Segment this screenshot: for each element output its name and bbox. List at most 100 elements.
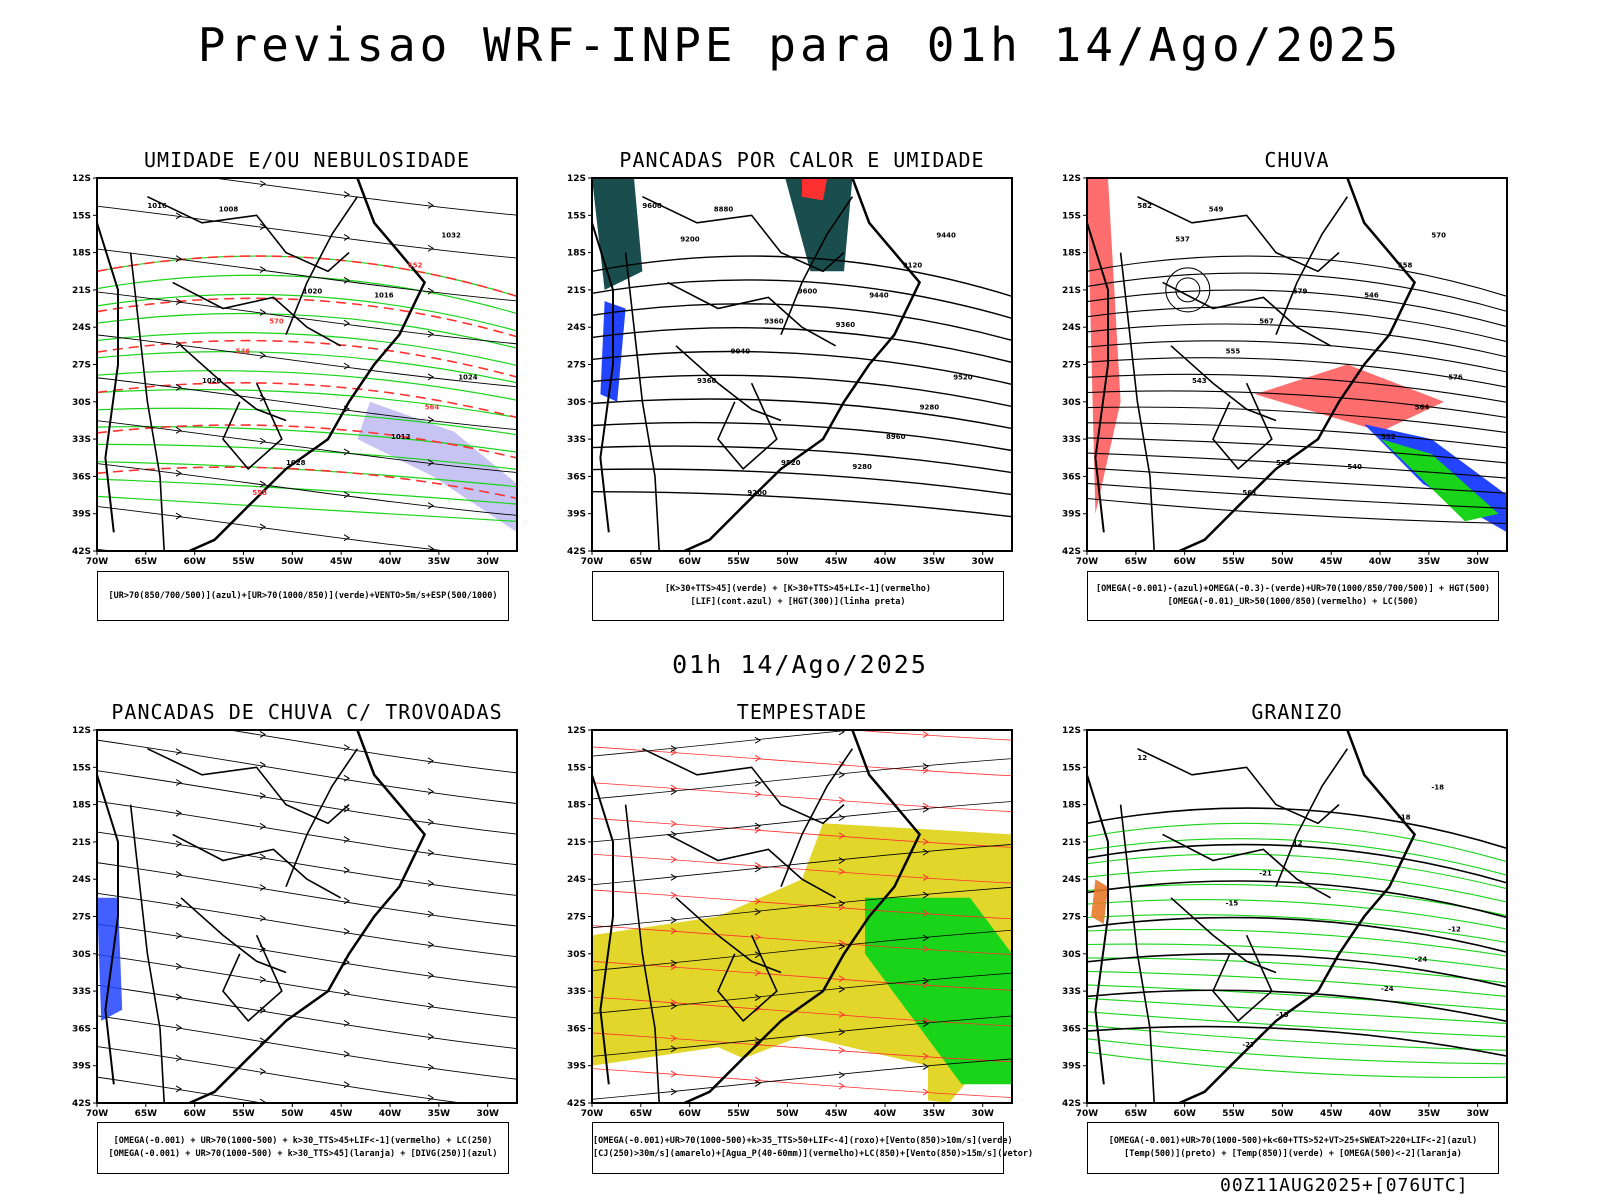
contour-label: 1028 [286,459,306,467]
lat-tick-label: 21S [567,286,586,296]
lat-tick-label: 12S [567,726,586,736]
contour-label: -21 [1259,869,1272,877]
contour-label: 558 [252,489,267,497]
contour-label: 537 [1175,235,1190,243]
lon-tick-label: 60W [183,557,206,567]
lat-tick-label: 36S [567,1024,586,1034]
contour-label: 9200 [680,235,700,243]
contour-label: 9360 [697,377,717,385]
lat-tick-label: 18S [1062,801,1081,811]
panel-legend: [OMEGA(-0.001) + UR>70(1000-500) + k>30_… [97,1122,509,1174]
lon-tick-label: 30W [476,1109,499,1119]
valid-time-label: 01h 14/Ago/2025 [672,650,928,679]
panel-legend: [OMEGA(-0.001)+UR>70(1000-500)+k<60+TTS>… [1087,1122,1499,1174]
lon-tick-label: 65W [630,1109,653,1119]
lat-tick-label: 42S [567,1099,586,1109]
contour-label: 9280 [852,463,872,471]
legend-line: [LIF](cont.azul) + [HGT(300)](linha pret… [690,597,906,607]
panel-title: UMIDADE E/OU NEBULOSIDADE [143,148,471,172]
lat-tick-label: 15S [1062,763,1081,773]
lon-tick-label: 65W [135,1109,158,1119]
lat-tick-label: 15S [567,763,586,773]
lat-tick-label: 30S [567,950,586,960]
legend-line: [K>30+TTS>45](verde) + [K>30+TTS>45+LI<-… [664,584,932,594]
lon-tick-label: 70W [86,1109,109,1119]
contour-label: 549 [1209,206,1224,214]
lon-tick-label: 50W [776,557,799,567]
lat-tick-label: 36S [1062,1024,1081,1034]
panel-legend: [OMEGA(-0.001)+UR>70(1000-500)+k>35_TTS>… [592,1122,1033,1174]
lat-tick-label: 21S [72,838,91,848]
lon-tick-label: 55W [1222,557,1245,567]
lon-tick-label: 40W [1369,557,1392,567]
lon-tick-label: 55W [232,557,255,567]
lon-tick-label: 50W [1271,557,1294,567]
lat-tick-label: 33S [567,987,586,997]
lon-tick-label: 40W [874,557,897,567]
lat-tick-label: 33S [567,435,586,445]
legend-line: [OMEGA(-0.01)_UR>50(1000/850)(vermelho) … [1167,597,1419,607]
panel-title: CHUVA [1264,148,1330,172]
contour-label: -12 [1448,925,1461,933]
contour-label: 576 [1448,373,1463,381]
contour-label: 12 [1293,840,1303,848]
lon-tick-label: 55W [727,557,750,567]
lat-tick-label: 27S [72,913,91,923]
legend-line: [UR>70(850/700/500)](azul)+[UR>70(1000/8… [108,590,498,601]
contour-label: -15 [1226,899,1239,907]
lon-tick-label: 40W [379,557,402,567]
lat-tick-label: 15S [72,763,91,773]
lat-tick-label: 42S [72,547,91,557]
contour-label: 9440 [869,291,889,299]
contour-label: 1020 [303,288,323,296]
lat-tick-label: 27S [72,361,91,371]
contour-label: 1008 [219,206,239,214]
lon-tick-label: 50W [776,1109,799,1119]
legend-line: [OMEGA(-0.001) + UR>70(1000-500) + k>30_… [113,1136,493,1146]
contour-label: 543 [1192,377,1207,385]
panel-title: PANCADAS DE CHUVA C/ TROVOADAS [111,700,503,724]
lat-tick-label: 18S [72,249,91,259]
lat-tick-label: 24S [567,875,586,885]
lon-tick-label: 55W [232,1109,255,1119]
lat-tick-label: 39S [567,1062,586,1072]
lon-tick-label: 45W [1320,1109,1343,1119]
main-title: Previsao WRF-INPE para 01h 14/Ago/2025 [197,18,1403,72]
lon-tick-label: 65W [135,557,158,567]
contour-label: 540 [1347,463,1362,471]
panel-legend: [UR>70(850/700/500)](azul)+[UR>70(1000/8… [97,571,509,621]
panel-legend: [OMEGA(-0.001)-(azul)+OMEGA(-0.3)-(verde… [1087,571,1499,621]
lon-tick-label: 70W [1076,1109,1099,1119]
lat-tick-label: 18S [567,249,586,259]
lat-tick-label: 30S [72,398,91,408]
lat-tick-label: 39S [567,510,586,520]
lat-tick-label: 30S [72,950,91,960]
legend-line: [OMEGA(-0.001) + UR>70(1000-500) + k>30_… [108,1149,498,1159]
lat-tick-label: 21S [1062,286,1081,296]
legend-line: [OMEGA(-0.001)-(azul)+OMEGA(-0.3)-(verde… [1095,584,1491,594]
lat-tick-label: 36S [72,1024,91,1034]
lon-tick-label: 30W [1466,557,1489,567]
contour-label: 573 [1276,459,1291,467]
lat-tick-label: 42S [1062,547,1081,557]
contour-label: 9360 [764,317,784,325]
lon-tick-label: 50W [1271,1109,1294,1119]
lat-tick-label: 24S [72,875,91,885]
legend-line: [OMEGA(-0.001)+UR>70(1000-500)+k>35_TTS>… [593,1136,1013,1146]
lat-tick-label: 42S [72,1099,91,1109]
contour-label: -15 [1276,1011,1289,1019]
lat-tick-label: 36S [1062,472,1081,482]
lat-tick-label: 15S [72,211,91,221]
contour-label: 9520 [781,459,801,467]
lat-tick-label: 30S [1062,950,1081,960]
lat-tick-label: 39S [72,510,91,520]
lon-tick-label: 45W [825,1109,848,1119]
lat-tick-label: 39S [72,1062,91,1072]
lat-tick-label: 12S [1062,726,1081,736]
contour-label: 9600 [798,288,818,296]
lat-tick-label: 33S [1062,435,1081,445]
lat-tick-label: 36S [567,472,586,482]
